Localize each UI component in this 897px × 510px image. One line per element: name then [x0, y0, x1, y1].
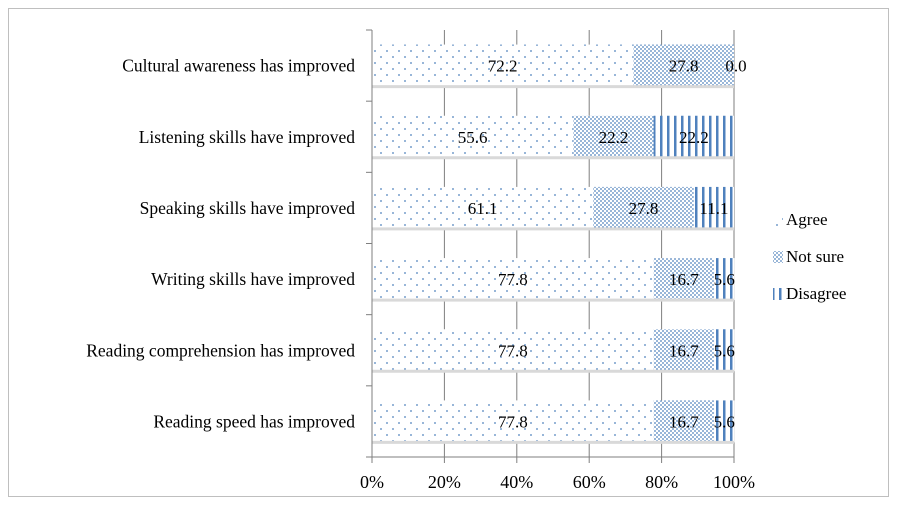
x-tick-label: 80% [645, 472, 678, 492]
bar-segment [372, 186, 594, 229]
bar-segment [372, 400, 654, 443]
bar-segment [693, 186, 734, 229]
data-label: 55.6 [458, 128, 488, 147]
legend-swatch [773, 251, 783, 263]
legend-swatch [773, 288, 783, 300]
bar-segment [633, 44, 734, 87]
legend-swatch [773, 214, 783, 226]
data-label: 0.0 [725, 57, 746, 76]
data-label: 27.8 [629, 199, 659, 218]
bar-segment [714, 329, 735, 372]
bar-segment [372, 115, 574, 158]
data-label: 11.1 [699, 199, 728, 218]
bar-segment [714, 258, 735, 301]
category-label: Writing skills have improved [151, 269, 355, 289]
bar-segment [653, 400, 715, 443]
gridlines [443, 30, 735, 457]
bar-segment [372, 258, 654, 301]
x-tick-label: 20% [428, 472, 461, 492]
legend-label: Disagree [786, 284, 846, 303]
data-label: 22.2 [599, 128, 629, 147]
x-tick-label: 40% [500, 472, 533, 492]
data-label: 77.8 [498, 341, 528, 360]
bar-segment [653, 115, 734, 158]
bar-segment [372, 329, 654, 372]
x-tick-label: 100% [713, 472, 755, 492]
category-label: Reading comprehension has improved [86, 340, 355, 360]
data-labels: 72.2 27.8 0.0 55.6 22.2 22.2 61.1 27.8 11.1 77.8 1… [458, 57, 747, 432]
bar-segment [372, 44, 634, 87]
data-label: 61.1 [468, 199, 498, 218]
category-label: Speaking skills have improved [140, 198, 356, 218]
bars [372, 44, 735, 444]
category-label: Reading speed has improved [153, 411, 355, 431]
axes: 0% 20% 40% 60% 80% 100% Cultural awareness has… [86, 29, 755, 492]
data-label: 72.2 [488, 57, 518, 76]
category-label: Listening skills have improved [139, 127, 356, 147]
legend: Agree Not sure Disagree [773, 210, 846, 303]
bar-segment [593, 186, 694, 229]
data-label: 77.8 [498, 412, 528, 431]
data-label: 16.7 [669, 341, 699, 360]
bar-segment [573, 115, 654, 158]
x-tick-label: 0% [360, 472, 384, 492]
data-label: 5.6 [714, 341, 735, 360]
category-label: Cultural awareness has improved [122, 56, 355, 76]
data-label: 22.2 [679, 128, 709, 147]
bar-segment [653, 329, 715, 372]
bar-segment [653, 258, 715, 301]
data-label: 77.8 [498, 270, 528, 289]
data-label: 27.8 [669, 57, 699, 76]
data-label: 16.7 [669, 270, 699, 289]
data-label: 5.6 [714, 412, 735, 431]
legend-label: Agree [786, 210, 828, 229]
x-tick-label: 60% [573, 472, 606, 492]
bar-segment [714, 400, 735, 443]
data-label: 5.6 [714, 270, 735, 289]
chart-frame [8, 8, 889, 497]
legend-label: Not sure [786, 247, 844, 266]
data-label: 16.7 [669, 412, 699, 431]
